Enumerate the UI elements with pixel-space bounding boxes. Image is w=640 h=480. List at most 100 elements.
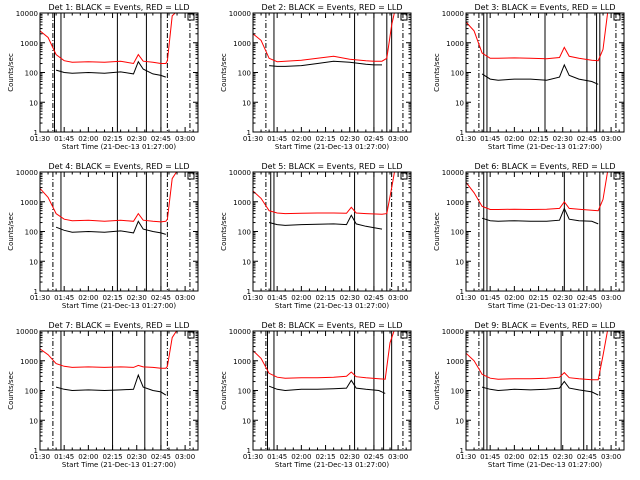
- y-axis-label: Counts/sec: [220, 53, 228, 92]
- panel-title: Det 1: BLACK = Events, RED = LLD: [49, 3, 190, 12]
- x-tick-label: 02:15: [102, 294, 122, 302]
- y-tick-label: 1: [247, 447, 251, 455]
- y-tick-label: 1: [460, 129, 464, 137]
- x-tick-label: 03:00: [175, 294, 195, 302]
- x-tick-label: 02:45: [364, 453, 384, 461]
- panel-title: Det 6: BLACK = Events, RED = LLD: [475, 162, 616, 171]
- events-series-line: [55, 373, 167, 396]
- x-tick-label: 02:00: [291, 135, 311, 143]
- events-series-line: [269, 60, 382, 67]
- y-tick-label: 1: [247, 129, 251, 137]
- x-tick-label: 02:45: [364, 294, 384, 302]
- x-tick-label: 02:30: [553, 294, 573, 302]
- plot-area: [253, 331, 404, 450]
- y-tick-label: 1000: [233, 199, 251, 207]
- x-tick-label: 02:30: [553, 453, 573, 461]
- y-axis-label: Counts/sec: [433, 371, 441, 410]
- x-tick-label: 03:00: [601, 453, 621, 461]
- y-axis-label: Counts/sec: [433, 212, 441, 251]
- x-tick-label: 03:00: [175, 453, 195, 461]
- x-tick-label: 01:30: [30, 135, 50, 143]
- events-series-line: [481, 63, 599, 85]
- x-tick-label: 02:00: [78, 135, 98, 143]
- x-tick-label: 02:45: [151, 135, 171, 143]
- panel-title: Det 3: BLACK = Events, RED = LLD: [475, 3, 616, 12]
- x-axis-label: Start Time (21-Dec-13 01:27:00): [62, 461, 176, 469]
- x-tick-label: 01:30: [456, 453, 476, 461]
- y-tick-label: 10000: [16, 328, 38, 336]
- corner-marker: [613, 172, 621, 180]
- lld-series-line: [253, 13, 395, 63]
- corner-marker: [187, 172, 195, 180]
- x-tick-label: 02:15: [102, 453, 122, 461]
- y-tick-label: 10000: [16, 10, 38, 18]
- y-tick-label: 10000: [442, 328, 464, 336]
- detector-panel: Det 5: BLACK = Events, RED = LLD 1 10 100 10…: [220, 162, 412, 310]
- x-tick-label: 01:45: [267, 135, 287, 143]
- x-axis-label: Start Time (21-Dec-13 01:27:00): [275, 302, 389, 310]
- y-tick-label: 1: [34, 447, 38, 455]
- y-tick-label: 100: [451, 388, 464, 396]
- y-tick-label: 100: [451, 70, 464, 78]
- x-tick-label: 01:45: [54, 135, 74, 143]
- panel-title: Det 4: BLACK = Events, RED = LLD: [49, 162, 190, 171]
- corner-marker: [613, 331, 621, 339]
- x-tick-label: 03:00: [601, 135, 621, 143]
- panel-title: Det 7: BLACK = Events, RED = LLD: [49, 321, 190, 330]
- y-tick-label: 10: [29, 258, 38, 266]
- y-axis-label: Counts/sec: [7, 53, 15, 92]
- y-tick-label: 10000: [229, 169, 251, 177]
- y-tick-label: 1: [247, 288, 251, 296]
- x-tick-label: 01:45: [267, 453, 287, 461]
- x-tick-label: 02:00: [78, 294, 98, 302]
- x-axis-label: Start Time (21-Dec-13 01:27:00): [275, 143, 389, 151]
- x-tick-label: 02:00: [291, 294, 311, 302]
- y-tick-label: 10: [455, 99, 464, 107]
- plot-frame: [39, 330, 199, 451]
- plot-area: [40, 13, 191, 132]
- x-tick-label: 02:15: [315, 453, 335, 461]
- x-tick-label: 01:30: [243, 294, 263, 302]
- x-tick-label: 02:00: [504, 135, 524, 143]
- lld-series-line: [466, 331, 608, 381]
- y-tick-label: 10: [455, 258, 464, 266]
- x-tick-label: 01:30: [243, 453, 263, 461]
- detector-panel: Det 8: BLACK = Events, RED = LLD 1 10 100 10…: [220, 321, 412, 469]
- y-tick-label: 10: [242, 99, 251, 107]
- panel-title: Det 9: BLACK = Events, RED = LLD: [475, 321, 616, 330]
- corner-marker: [613, 13, 621, 21]
- y-tick-label: 100: [25, 70, 38, 78]
- x-tick-label: 02:00: [504, 294, 524, 302]
- y-axis-label: Counts/sec: [433, 53, 441, 92]
- panel-title: Det 5: BLACK = Events, RED = LLD: [262, 162, 403, 171]
- detector-panel: Det 7: BLACK = Events, RED = LLD 1 10 100 10…: [7, 321, 199, 469]
- y-tick-label: 10000: [442, 10, 464, 18]
- y-tick-label: 10000: [229, 10, 251, 18]
- y-tick-label: 1000: [446, 358, 464, 366]
- x-tick-label: 02:45: [364, 135, 384, 143]
- y-tick-label: 100: [238, 70, 251, 78]
- y-axis-label: Counts/sec: [220, 212, 228, 251]
- x-tick-label: 01:45: [480, 453, 500, 461]
- y-tick-label: 1000: [233, 358, 251, 366]
- lld-series-line: [253, 331, 395, 380]
- x-tick-label: 02:30: [127, 135, 147, 143]
- x-tick-label: 02:45: [577, 453, 597, 461]
- events-series-line: [55, 60, 166, 78]
- x-tick-label: 02:30: [553, 135, 573, 143]
- y-tick-label: 100: [25, 229, 38, 237]
- detector-panel: Det 9: BLACK = Events, RED = LLD 1 10 100 10…: [433, 321, 625, 469]
- y-tick-label: 10000: [442, 169, 464, 177]
- x-tick-label: 03:00: [388, 294, 408, 302]
- x-tick-label: 02:00: [504, 453, 524, 461]
- x-tick-label: 02:45: [577, 294, 597, 302]
- x-tick-label: 02:15: [528, 135, 548, 143]
- y-tick-label: 1000: [20, 199, 38, 207]
- x-axis-label: Start Time (21-Dec-13 01:27:00): [488, 461, 602, 469]
- x-tick-label: 02:15: [528, 453, 548, 461]
- y-tick-label: 10: [242, 417, 251, 425]
- detector-panel: Det 1: BLACK = Events, RED = LLD 1 10 100 10…: [7, 3, 199, 151]
- y-tick-label: 100: [451, 229, 464, 237]
- x-tick-label: 02:30: [127, 294, 147, 302]
- x-axis-label: Start Time (21-Dec-13 01:27:00): [488, 302, 602, 310]
